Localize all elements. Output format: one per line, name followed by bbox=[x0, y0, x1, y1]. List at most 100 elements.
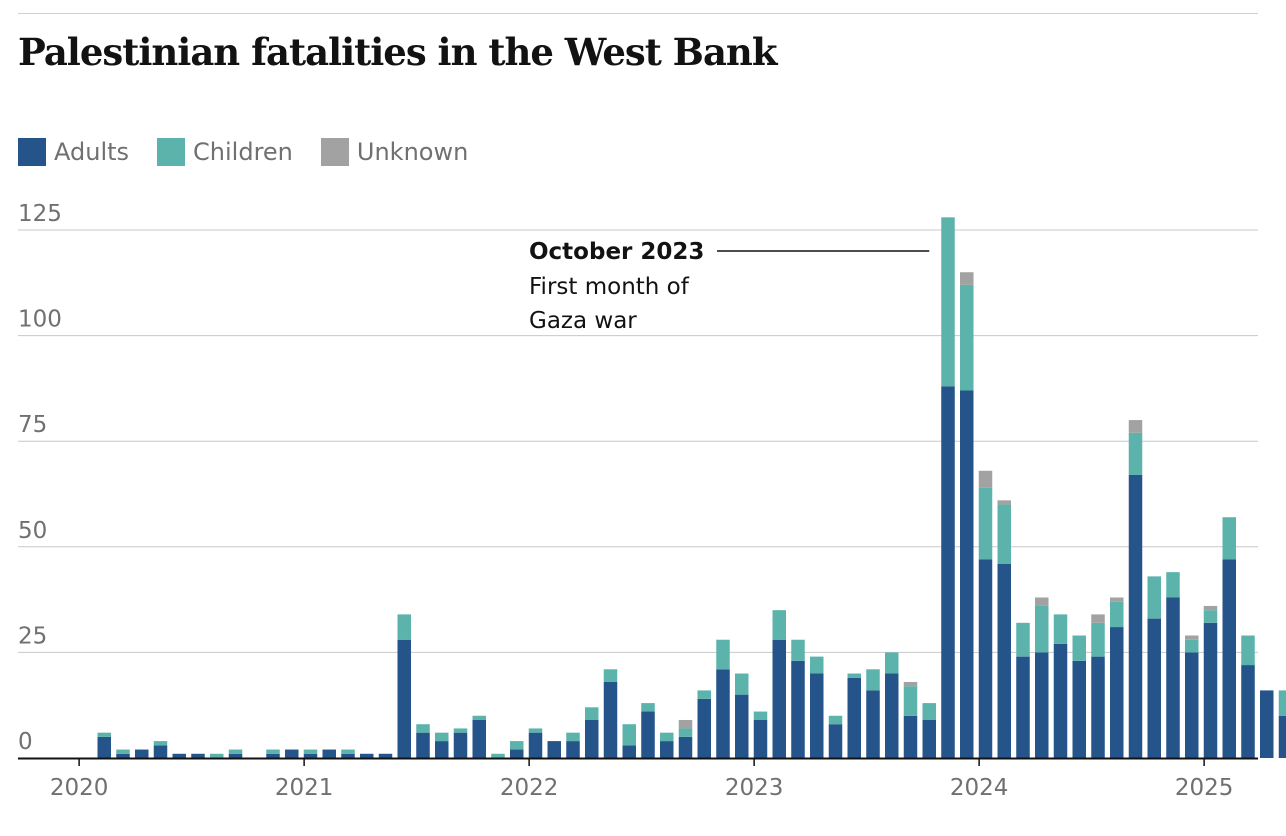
bar-adults-2024-11 bbox=[1166, 597, 1180, 758]
annotation-title: October 2023 bbox=[529, 239, 704, 265]
bar-children-2025-03 bbox=[1241, 635, 1255, 666]
bar-children-2024-07 bbox=[1091, 622, 1105, 657]
bar-children-2022-10 bbox=[697, 690, 711, 699]
y-tick-label-25: 25 bbox=[18, 623, 47, 649]
bar-adults-2020-11 bbox=[266, 753, 280, 758]
bar-adults-2022-07 bbox=[641, 711, 655, 758]
bar-adults-2024-06 bbox=[1072, 660, 1086, 758]
bar-adults-2024-07 bbox=[1091, 656, 1105, 758]
bar-children-2023-07 bbox=[866, 669, 880, 691]
bar-children-2024-02 bbox=[997, 504, 1011, 564]
bar-unknown-2024-12 bbox=[1185, 635, 1199, 640]
bar-children-2022-03 bbox=[566, 732, 580, 742]
bar-unknown-2024-07 bbox=[1091, 614, 1105, 623]
bar-adults-2025-03 bbox=[1241, 665, 1255, 758]
bar-unknown-2024-08 bbox=[1110, 597, 1124, 602]
bar-adults-2021-10 bbox=[472, 719, 486, 758]
legend-swatch-unknown bbox=[320, 138, 349, 166]
bar-children-2022-05 bbox=[603, 669, 618, 682]
bar-adults-2021-01 bbox=[303, 753, 318, 758]
bar-children-2025-02 bbox=[1222, 517, 1236, 560]
bar-adults-2023-06 bbox=[847, 677, 861, 758]
y-tick-label-75: 75 bbox=[18, 412, 47, 438]
legend-label-children: Children bbox=[193, 138, 293, 166]
legend-swatch-adults bbox=[18, 138, 46, 166]
legend-swatch-children bbox=[157, 138, 186, 166]
bar-adults-2021-09 bbox=[453, 732, 468, 758]
bar-children-2022-01 bbox=[528, 728, 543, 733]
x-tick-label-2022: 2022 bbox=[500, 775, 559, 801]
bar-children-2023-11 bbox=[941, 217, 955, 387]
bar-children-2021-11 bbox=[491, 753, 505, 758]
bar-children-2023-06 bbox=[847, 673, 861, 678]
bar-children-2024-03 bbox=[1016, 622, 1030, 657]
bar-adults-2024-12 bbox=[1185, 652, 1199, 758]
bar-children-2024-08 bbox=[1110, 601, 1124, 628]
x-tick-label-2024: 2024 bbox=[950, 775, 1009, 801]
bar-adults-2024-02 bbox=[997, 563, 1011, 758]
bar-adults-2022-09 bbox=[678, 736, 693, 758]
y-tick-label-0: 0 bbox=[18, 729, 33, 755]
bar-children-2020-09 bbox=[228, 749, 243, 754]
bar-adults-2023-12 bbox=[960, 390, 974, 758]
bar-adults-2023-11 bbox=[941, 386, 955, 758]
bar-children-2021-09 bbox=[453, 728, 468, 733]
bar-children-2021-10 bbox=[472, 715, 486, 720]
bar-adults-2021-02 bbox=[322, 749, 336, 758]
bar-children-2023-02 bbox=[772, 610, 786, 640]
bar-adults-2021-07 bbox=[416, 732, 430, 758]
bar-children-2022-09 bbox=[678, 728, 693, 737]
y-tick-label-125: 125 bbox=[18, 201, 62, 227]
bar-adults-2023-02 bbox=[772, 639, 786, 758]
x-tick-label-2020: 2020 bbox=[50, 775, 109, 801]
bar-adults-2024-05 bbox=[1053, 643, 1068, 758]
bar-children-2020-03 bbox=[116, 749, 130, 754]
bar-adults-2024-08 bbox=[1110, 627, 1124, 758]
bar-children-2021-03 bbox=[341, 749, 355, 754]
bar-children-2022-08 bbox=[660, 732, 674, 742]
bar-adults-2023-10 bbox=[922, 719, 936, 758]
bar-adults-2024-09 bbox=[1128, 474, 1143, 758]
bar-adults-2023-09 bbox=[903, 715, 918, 758]
bar-adults-2024-03 bbox=[1016, 656, 1030, 758]
bar-adults-2021-06 bbox=[397, 639, 411, 758]
bar-children-2023-09 bbox=[903, 686, 918, 716]
bar-adults-2020-12 bbox=[285, 749, 299, 758]
bar-children-2024-11 bbox=[1166, 572, 1180, 598]
bar-children-2020-11 bbox=[266, 749, 280, 754]
bar-adults-2022-10 bbox=[697, 698, 711, 758]
bar-adults-2021-05 bbox=[378, 753, 393, 758]
bar-children-2023-04 bbox=[810, 656, 824, 674]
bar-children-2024-12 bbox=[1185, 639, 1199, 653]
bar-children-2021-01 bbox=[303, 749, 318, 754]
bar-children-2020-02 bbox=[97, 732, 111, 737]
bar-children-2024-10 bbox=[1147, 576, 1161, 619]
legend-item-children: Children bbox=[157, 138, 293, 166]
bar-adults-2022-11 bbox=[716, 669, 730, 758]
bar-children-2021-08 bbox=[435, 732, 449, 742]
bar-adults-2025-02 bbox=[1222, 559, 1236, 758]
bar-children-2020-05 bbox=[153, 741, 168, 746]
bar-adults-2023-03 bbox=[791, 660, 805, 758]
bar-adults-2023-05 bbox=[828, 724, 843, 758]
bar-adults-2020-02 bbox=[97, 736, 111, 758]
legend-item-adults: Adults bbox=[18, 138, 129, 166]
bar-adults-2024-04 bbox=[1035, 652, 1049, 758]
bar-adults-2021-12 bbox=[510, 749, 524, 758]
bar-adults-2022-08 bbox=[660, 741, 674, 758]
bar-unknown-2024-02 bbox=[997, 500, 1011, 505]
bar-children-2022-06 bbox=[622, 724, 636, 746]
legend-item-unknown: Unknown bbox=[320, 138, 469, 166]
bar-adults-2022-02 bbox=[547, 741, 561, 758]
bar-adults-2023-01 bbox=[753, 719, 768, 758]
bar-unknown-2024-01 bbox=[978, 470, 993, 488]
bar-children-2024-06 bbox=[1072, 635, 1086, 661]
bar-adults-2024-01 bbox=[978, 559, 993, 758]
legend-label-unknown: Unknown bbox=[356, 138, 469, 166]
bar-adults-2022-05 bbox=[603, 681, 618, 758]
bar-children-2022-11 bbox=[716, 639, 730, 670]
annotation-line-1: First month of bbox=[529, 274, 690, 300]
bar-adults-2020-09 bbox=[228, 753, 243, 758]
bar-children-2022-04 bbox=[585, 707, 599, 720]
